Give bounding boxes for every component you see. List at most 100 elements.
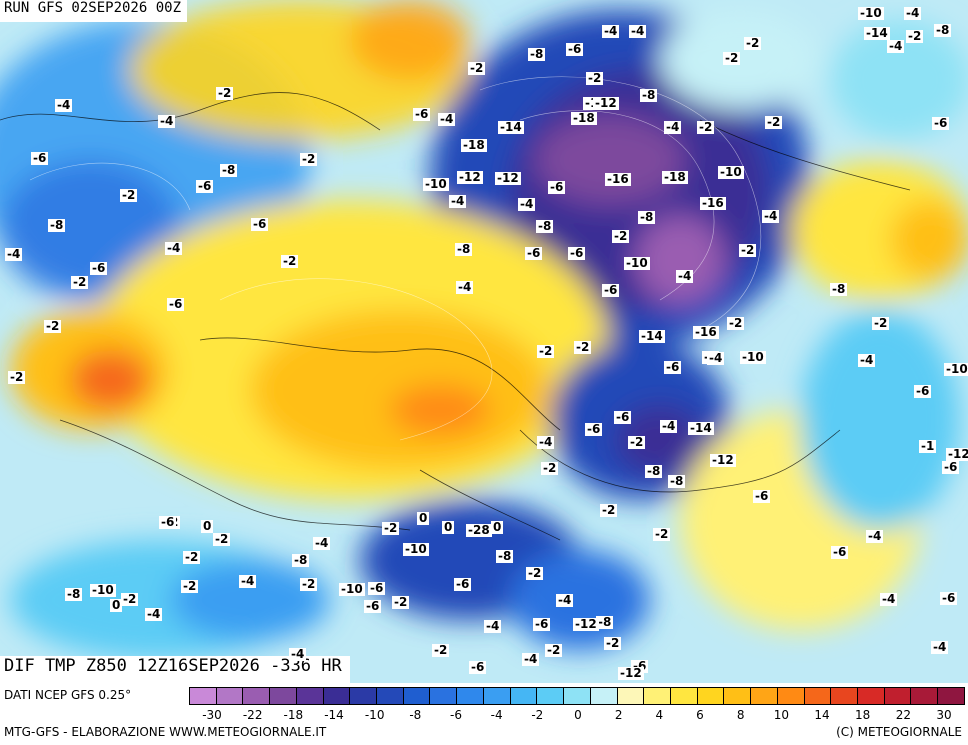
color-scale-tick: -2 (531, 708, 544, 722)
map-value-label: -4 (145, 607, 163, 621)
color-scale-tick: 18 (855, 708, 871, 722)
map-value-label: -6 (159, 515, 177, 529)
map-value-label: 0 (110, 598, 123, 612)
color-scale (189, 687, 965, 705)
map-value-label: -4 (55, 98, 73, 112)
map-value-label: -16 (605, 172, 631, 186)
map-value-label: -2 (120, 188, 138, 202)
color-scale-tick: -18 (283, 708, 304, 722)
map-value-label: -12 (593, 96, 619, 110)
map-value-label: -2 (537, 344, 555, 358)
map-value-label: -10 (624, 256, 650, 270)
map-value-label: -4 (887, 39, 905, 53)
map-value-label: -2 (8, 370, 26, 384)
map-value-label: -6 (413, 107, 431, 121)
map-value-label: -8 (668, 474, 686, 488)
color-scale-cell (670, 688, 698, 704)
map-value-label: -8 (934, 23, 952, 37)
color-scale-tick: 22 (895, 708, 911, 722)
color-scale-cell (270, 688, 297, 704)
map-value-label: -14 (498, 120, 524, 134)
color-scale-cell (617, 688, 645, 704)
map-value-label: -2 (600, 503, 618, 517)
map-value-label: -6 (454, 577, 472, 591)
map-value-label: -4 (707, 351, 725, 365)
map-value-label: -2 (300, 577, 318, 591)
map-value-label: -8 (528, 47, 546, 61)
map-value-label: -6 (932, 116, 950, 130)
data-source: DATI NCEP GFS 0.25° (4, 688, 132, 702)
map-value-label: -4 (602, 24, 620, 38)
map-value-label: -2 (727, 316, 745, 330)
color-scale-tick: -10 (364, 708, 385, 722)
color-scale-cell (831, 688, 858, 704)
map-value-label: -4 (165, 241, 183, 255)
map-value-label: -6 (364, 599, 382, 613)
map-value-label: -4 (664, 120, 682, 134)
color-scale-cell (483, 688, 511, 704)
color-scale-cell (564, 688, 591, 704)
map-value-label: -4 (858, 353, 876, 367)
color-scale-tick: -8 (409, 708, 422, 722)
map-value-label: -4 (904, 6, 922, 20)
map-value-label: -4 (762, 209, 780, 223)
map-value-label: -6 (614, 410, 632, 424)
map-value-label: -2 (181, 579, 199, 593)
map-value-label: -8 (292, 553, 310, 567)
map-value-label: -12 (495, 171, 521, 185)
map-value-label: -6 (940, 591, 958, 605)
color-scale-cell (430, 688, 458, 704)
color-scale-cell (938, 688, 964, 704)
map-value-label: -6 (585, 422, 603, 436)
map-value-label: -2 (541, 461, 559, 475)
map-value-label: -14 (688, 421, 714, 435)
map-value-label: -8 (455, 242, 473, 256)
color-scale-cell (644, 688, 671, 704)
map-value-label: -4 (5, 247, 23, 261)
color-scale-cell (804, 688, 832, 704)
color-scale-cell (751, 688, 778, 704)
map-value-label: -2 (545, 643, 563, 657)
map-value-label: -16 (693, 325, 719, 339)
color-scale-tick: 0 (574, 708, 582, 722)
color-scale-tick: 4 (655, 708, 664, 722)
color-scale-cell (857, 688, 885, 704)
map-value-label: -2 (697, 120, 715, 134)
map-value-label: 0 (491, 520, 504, 534)
map-value-label: -6 (914, 384, 932, 398)
map-value-label: -2 (723, 51, 741, 65)
map-value-label: -8 (638, 210, 656, 224)
map-value-label: -6 (942, 460, 960, 474)
map-value-label: -2 (213, 532, 231, 546)
map-value-label: -6 (831, 545, 849, 559)
map-value-label: -6 (525, 246, 543, 260)
map-value-label: -10 (718, 165, 744, 179)
map-value-label: -2 (183, 550, 201, 564)
map-value-label: -2 (526, 566, 544, 580)
map-value-label: 0 (442, 520, 455, 534)
map-value-label: 0 (201, 519, 214, 533)
map-value-label: -12 (946, 448, 968, 461)
color-scale-cell (537, 688, 565, 704)
map-value-label: -2 (44, 319, 62, 333)
map-value-label: -6 (568, 246, 586, 260)
map-value-label: -6 (167, 297, 185, 311)
map-value-label: -18 (461, 138, 487, 152)
map-value-label: -12 (710, 453, 736, 467)
color-scale-tick: 30 (936, 708, 952, 722)
map-value-label: -4 (537, 435, 555, 449)
color-scale-cell (697, 688, 725, 704)
map-value-label: -18 (662, 170, 688, 184)
color-scale-cell (350, 688, 378, 704)
map-value-label: -18 (571, 111, 597, 125)
map-value-label: -4 (866, 529, 884, 543)
color-scale-cell (510, 688, 538, 704)
color-scale-tick: -14 (324, 708, 344, 722)
color-scale-tick: -4 (490, 708, 503, 722)
color-scale-cell (884, 688, 912, 704)
map-value-label: -6 (31, 151, 49, 165)
map-value-label: -4 (158, 114, 176, 128)
map-value-label: -4 (484, 619, 502, 633)
map-value-label: -8 (48, 218, 66, 232)
map-value-label: -2 (872, 316, 890, 330)
